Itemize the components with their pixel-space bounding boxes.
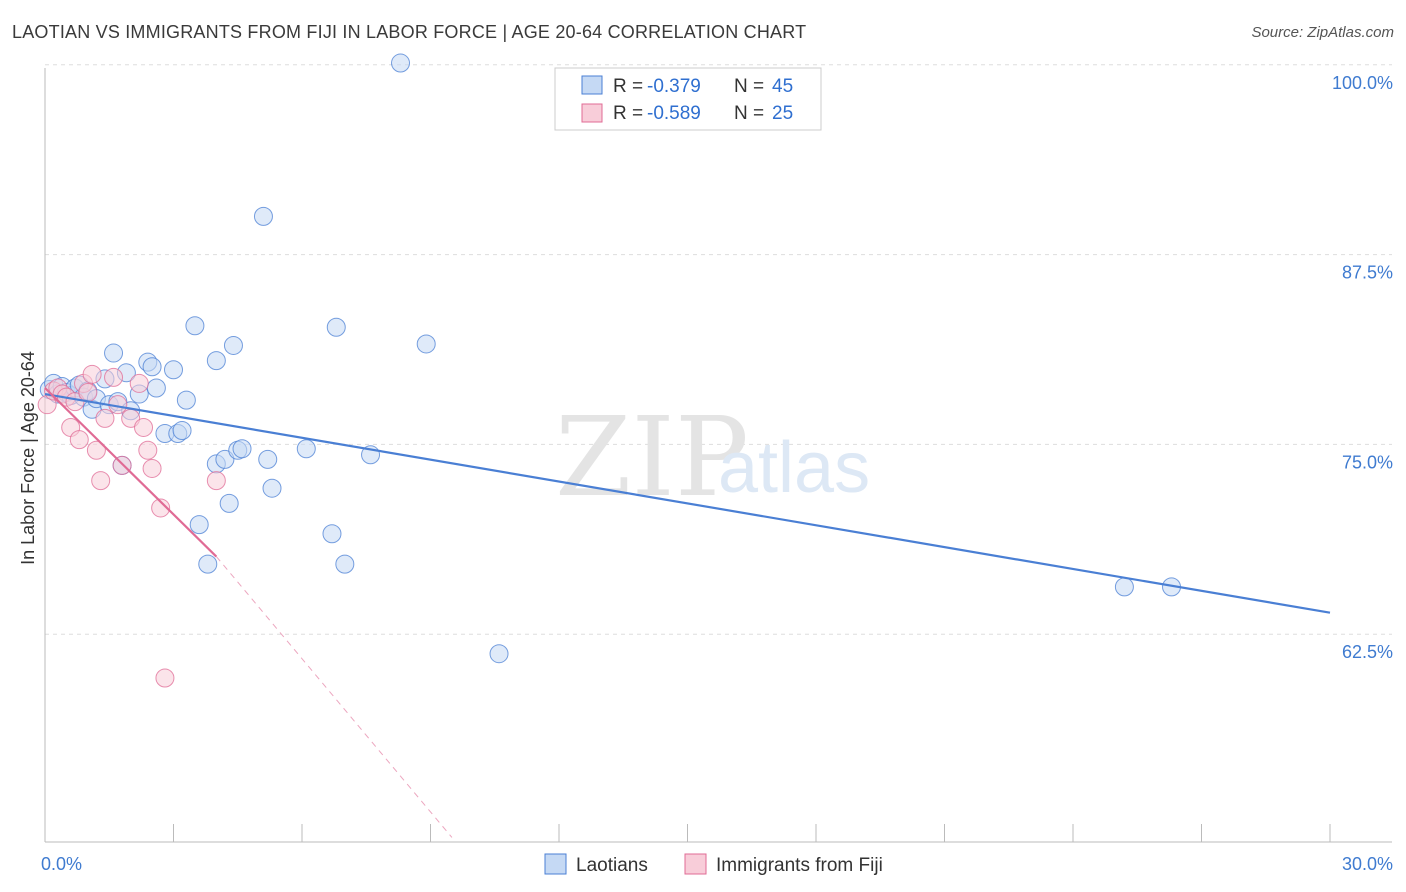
chart-title: LAOTIAN VS IMMIGRANTS FROM FIJI IN LABOR…	[12, 22, 807, 42]
laotians-point-37	[232, 439, 252, 459]
y-tick-label-1: 87.5%	[1342, 263, 1393, 283]
y-tick-label-2: 75.0%	[1342, 452, 1393, 472]
laotians-point-41	[296, 439, 316, 459]
axes	[44, 68, 1392, 843]
laotians-point-32	[215, 449, 235, 469]
laotians-point-21	[142, 357, 162, 377]
fiji-point-18	[129, 373, 149, 393]
laotians-point-42	[322, 524, 342, 544]
fiji-point-11	[86, 440, 106, 460]
laotians-point-30	[198, 554, 218, 574]
laotians-point-35	[223, 335, 243, 355]
stats-r-fiji: -0.589	[647, 103, 701, 124]
fiji-point-12	[91, 471, 111, 491]
data-points	[37, 53, 1182, 688]
stats-n-fiji: 25	[772, 103, 793, 124]
fiji-point-14	[104, 367, 124, 387]
fiji-point-7	[69, 430, 89, 450]
source-label: Source: ZipAtlas.com	[1251, 24, 1394, 41]
grid-lines	[45, 64, 1392, 635]
laotians-point-49	[1114, 577, 1134, 597]
watermark-atlas: atlas	[718, 428, 870, 508]
fiji-point-10	[82, 364, 102, 384]
legend-swatch-laotians	[544, 853, 567, 875]
laotians-point-43	[326, 317, 346, 337]
y-tick-labels: 100.0% 87.5% 75.0% 62.5%	[1332, 73, 1393, 662]
laotians-point-40	[262, 478, 282, 498]
laotians-point-48	[489, 644, 509, 664]
laotians-point-29	[189, 515, 209, 535]
legend-swatch-fiji	[684, 853, 707, 875]
laotians-point-38	[253, 206, 273, 226]
fiji-point-23	[155, 668, 175, 688]
stats-legend: R = -0.379 N = 45 R = -0.589 N = 25	[554, 67, 822, 131]
x-tick-label-0: 0.0%	[41, 854, 82, 874]
laotians-point-33	[219, 493, 239, 513]
fiji-point-24	[206, 471, 226, 491]
laotians-point-34	[206, 351, 226, 371]
y-axis-title: In Labor Force | Age 20-64	[18, 351, 38, 565]
laotians-point-14	[104, 343, 124, 363]
stats-r-laotians: -0.379	[647, 76, 701, 97]
fiji-point-9	[78, 383, 98, 403]
fiji-point-20	[138, 440, 158, 460]
trend-line-0	[44, 392, 1331, 614]
stats-r-label-fiji: R =	[613, 103, 643, 124]
laotians-point-44	[335, 554, 355, 574]
y-tick-label-3: 62.5%	[1342, 642, 1393, 662]
laotians-point-22	[146, 378, 166, 398]
fiji-point-19	[134, 417, 154, 437]
watermark-zip: ZIP	[555, 393, 749, 521]
stats-swatch-fiji	[581, 103, 603, 123]
laotians-point-47	[416, 334, 436, 354]
stats-n-label-fiji: N =	[734, 103, 764, 124]
laotians-point-24	[164, 360, 183, 380]
trend-line-2	[215, 556, 453, 838]
trend-lines	[44, 387, 1331, 838]
fiji-point-21	[142, 458, 162, 478]
watermark: ZIP atlas	[555, 393, 870, 521]
legend-label-laotians: Laotians	[576, 855, 648, 876]
x-tick-labels: 0.0% 30.0%	[41, 854, 1393, 874]
legend-label-fiji: Immigrants from Fiji	[716, 855, 883, 876]
laotians-point-46	[391, 53, 411, 73]
stats-n-laotians: 45	[772, 76, 793, 97]
stats-swatch-laotians	[581, 75, 603, 95]
laotians-point-26	[172, 421, 192, 441]
trend-line-1	[44, 387, 218, 558]
series-legend: Laotians Immigrants from Fiji	[544, 853, 883, 876]
laotians-point-27	[176, 390, 196, 410]
fiji-point-22	[151, 498, 171, 518]
x-tick-label-1: 30.0%	[1342, 854, 1393, 874]
laotians-point-28	[185, 316, 205, 336]
stats-n-label-laotians: N =	[734, 76, 764, 97]
fiji-point-13	[95, 408, 115, 428]
stats-r-label-laotians: R =	[613, 76, 643, 97]
laotians-point-39	[258, 449, 278, 469]
y-tick-label-0: 100.0%	[1332, 73, 1393, 93]
